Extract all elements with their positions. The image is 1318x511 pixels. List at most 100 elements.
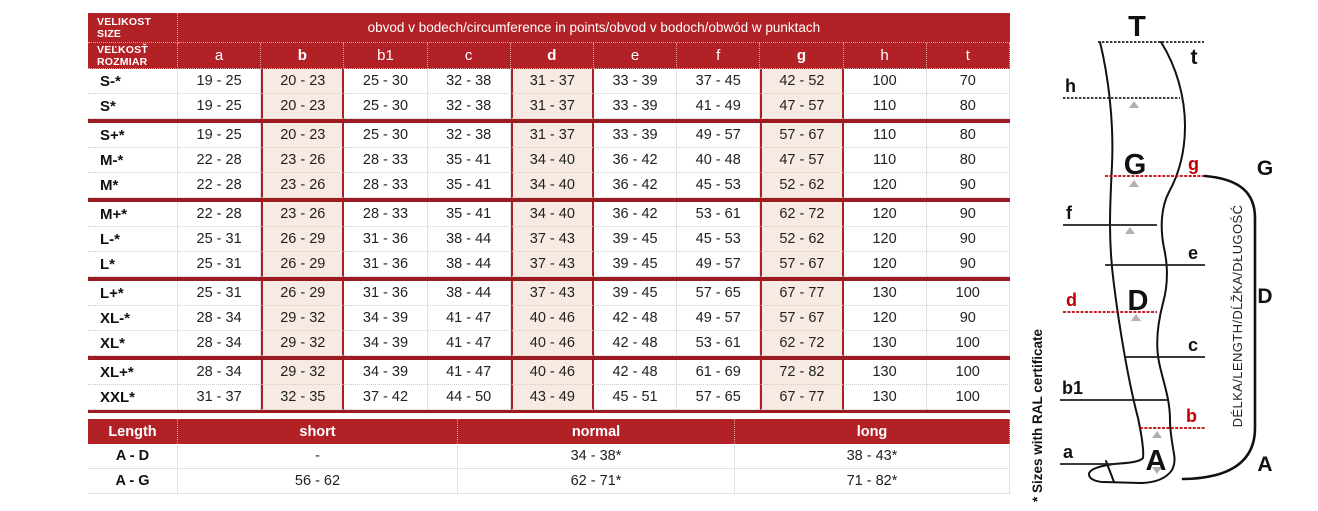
value-cell-d: 40 - 46: [510, 360, 594, 385]
value-cell-g: 67 - 77: [760, 385, 844, 410]
value-cell-c: 41 - 47: [427, 360, 511, 385]
label-f: f: [1066, 203, 1073, 223]
label-g: g: [1188, 154, 1199, 174]
size-row-label-S: S+*: [88, 123, 178, 148]
value-cell-a: 28 - 34: [178, 331, 262, 356]
value-cell-a: 25 - 31: [178, 227, 262, 252]
value-cell-g: 57 - 67: [760, 123, 844, 148]
size-row-label-XL-: XL-*: [88, 306, 178, 331]
value-cell-t: 90: [926, 173, 1010, 198]
size-row-label-M-: M-*: [88, 148, 178, 173]
value-cell-a: 25 - 31: [178, 252, 262, 277]
leg-outline-left: [1087, 41, 1176, 485]
value-cell-b: 23 - 26: [261, 202, 345, 227]
length-row-label: A - G: [88, 469, 178, 494]
value-cell-a: 28 - 34: [178, 306, 262, 331]
value-cell-f: 45 - 53: [677, 173, 761, 198]
value-cell-d: 31 - 37: [510, 69, 594, 94]
value-cell-e: 45 - 51: [593, 385, 678, 410]
value-cell-e: 33 - 39: [593, 69, 678, 94]
value-cell-e: 42 - 48: [593, 360, 678, 385]
size-row-label-S-: S-*: [88, 69, 178, 94]
value-cell-f: 53 - 61: [677, 331, 761, 356]
label-A-right: A: [1257, 453, 1272, 476]
value-cell-b1: 34 - 39: [344, 306, 428, 331]
value-cell-c: 35 - 41: [427, 202, 511, 227]
leg-outline-right: [1156, 41, 1187, 455]
value-cell-a: 19 - 25: [178, 94, 262, 119]
value-cell-b1: 25 - 30: [344, 94, 428, 119]
value-cell-d: 37 - 43: [510, 227, 594, 252]
length-value-long: 71 - 82*: [735, 469, 1010, 494]
value-cell-g: 67 - 77: [760, 281, 844, 306]
value-cell-b: 20 - 23: [261, 69, 345, 94]
value-cell-f: 49 - 57: [677, 123, 761, 148]
value-cell-h: 120: [843, 306, 927, 331]
value-cell-a: 22 - 28: [178, 173, 262, 198]
label-e: e: [1188, 243, 1198, 263]
value-cell-g: 52 - 62: [760, 173, 844, 198]
length-value-short: -: [178, 444, 458, 469]
value-cell-c: 38 - 44: [427, 281, 511, 306]
value-cell-d: 34 - 40: [510, 148, 594, 173]
value-cell-b: 29 - 32: [261, 360, 345, 385]
value-cell-f: 40 - 48: [677, 148, 761, 173]
value-cell-f: 53 - 61: [677, 202, 761, 227]
column-header-c: c: [427, 43, 511, 69]
label-b1: b1: [1062, 378, 1083, 398]
value-cell-a: 25 - 31: [178, 281, 262, 306]
value-cell-f: 49 - 57: [677, 252, 761, 277]
label-a: a: [1063, 442, 1074, 462]
value-cell-c: 38 - 44: [427, 252, 511, 277]
value-cell-e: 42 - 48: [593, 306, 678, 331]
column-header-b1: b1: [344, 43, 428, 69]
column-header-d: d: [510, 43, 594, 69]
marker-f-icon: [1125, 227, 1135, 234]
value-cell-a: 31 - 37: [178, 385, 262, 410]
value-cell-t: 100: [926, 360, 1010, 385]
value-cell-g: 62 - 72: [760, 202, 844, 227]
value-cell-h: 130: [843, 281, 927, 306]
value-cell-g: 57 - 67: [760, 252, 844, 277]
value-cell-d: 40 - 46: [510, 306, 594, 331]
leg-measurement-diagram: * Sizes with RAL certificate T t h G g G…: [1030, 11, 1273, 502]
value-cell-e: 39 - 45: [593, 227, 678, 252]
value-cell-e: 39 - 45: [593, 281, 678, 306]
value-cell-g: 42 - 52: [760, 69, 844, 94]
value-cell-c: 35 - 41: [427, 148, 511, 173]
value-cell-g: 52 - 62: [760, 227, 844, 252]
value-cell-e: 33 - 39: [593, 94, 678, 119]
value-cell-h: 120: [843, 227, 927, 252]
value-cell-g: 47 - 57: [760, 148, 844, 173]
value-cell-d: 43 - 49: [510, 385, 594, 410]
length-value-normal: 34 - 38*: [458, 444, 735, 469]
value-cell-g: 47 - 57: [760, 94, 844, 119]
value-cell-t: 80: [926, 148, 1010, 173]
value-cell-b: 20 - 23: [261, 123, 345, 148]
corner-header-velkost-rozmiar: VEĽKOSŤ ROZMIAR: [88, 43, 178, 69]
value-cell-f: 49 - 57: [677, 306, 761, 331]
value-cell-b: 23 - 26: [261, 173, 345, 198]
value-cell-d: 37 - 43: [510, 281, 594, 306]
column-header-a: a: [178, 43, 262, 69]
group-separator: [88, 119, 1010, 123]
value-cell-h: 110: [843, 123, 927, 148]
label-t: t: [1191, 46, 1198, 69]
value-cell-t: 90: [926, 202, 1010, 227]
value-cell-e: 39 - 45: [593, 252, 678, 277]
label-T: T: [1128, 11, 1146, 43]
value-cell-c: 35 - 41: [427, 173, 511, 198]
value-cell-h: 120: [843, 202, 927, 227]
corner-line-2: ROZMIAR: [97, 55, 148, 68]
value-cell-t: 100: [926, 281, 1010, 306]
length-row-label: A - D: [88, 444, 178, 469]
group-separator: [88, 198, 1010, 202]
value-cell-t: 90: [926, 252, 1010, 277]
ral-footnote: * Sizes with RAL certificate: [1030, 328, 1045, 502]
value-cell-a: 19 - 25: [178, 123, 262, 148]
length-value-short: 56 - 62: [178, 469, 458, 494]
value-cell-d: 34 - 40: [510, 173, 594, 198]
value-cell-b: 20 - 23: [261, 94, 345, 119]
value-cell-c: 41 - 47: [427, 306, 511, 331]
